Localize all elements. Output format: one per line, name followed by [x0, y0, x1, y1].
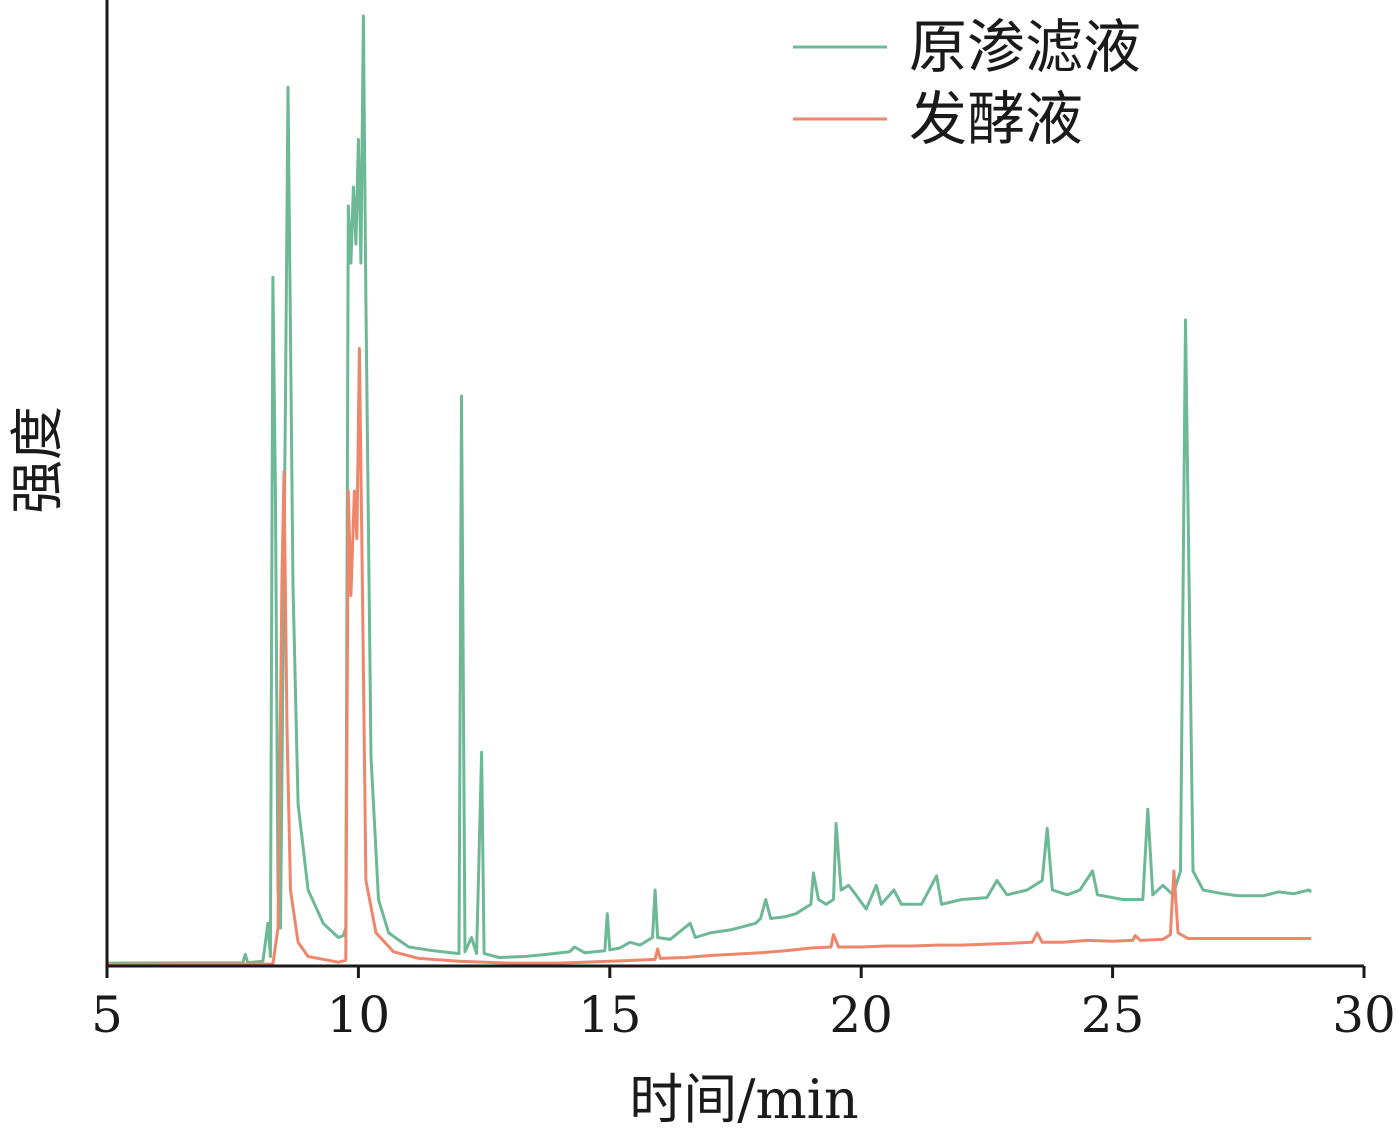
series-layer	[106, 14, 1313, 966]
legend: 原渗滤液 发酵液	[793, 13, 1141, 153]
y-axis-label: 强度	[6, 406, 69, 514]
x-tick-label: 10	[327, 986, 391, 1044]
x-tick-label: 20	[829, 986, 893, 1044]
x-ticks: 5 10 15 20 25 30	[91, 966, 1396, 1044]
legend-label-fermentation-liquid: 发酵液	[909, 85, 1083, 153]
x-tick-label: 15	[578, 986, 642, 1044]
series-line-fermentation-liquid	[107, 347, 1312, 966]
legend-label-raw-leachate: 原渗滤液	[909, 13, 1141, 81]
x-tick-label: 25	[1081, 986, 1145, 1044]
x-tick-label: 5	[91, 986, 123, 1044]
axes-layer	[105, 0, 1364, 968]
x-tick-label: 30	[1332, 986, 1396, 1044]
x-axis-label: 时间/min	[629, 1068, 858, 1131]
